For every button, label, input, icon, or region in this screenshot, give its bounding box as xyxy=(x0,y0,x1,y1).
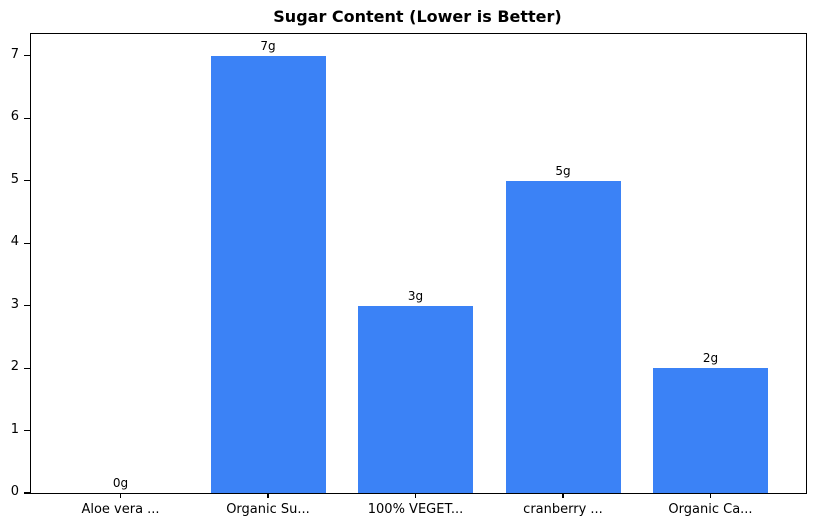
y-axis-tick-mark xyxy=(24,117,31,119)
bar-4 xyxy=(505,180,621,493)
x-axis-tick-mark xyxy=(119,493,122,498)
x-axis-tick-mark xyxy=(709,493,712,498)
y-axis-tick-mark xyxy=(24,55,31,57)
y-axis-tick-label: 5 xyxy=(10,171,19,187)
y-axis-tick-mark xyxy=(24,242,31,244)
x-axis-label: Aloe vera ... xyxy=(81,502,160,517)
bar-value-label: 0g xyxy=(112,476,129,490)
bar-2 xyxy=(210,55,326,493)
bar-value-label: 3g xyxy=(407,288,424,303)
chart-title: Sugar Content (Lower is Better) xyxy=(273,7,562,26)
y-axis-tick-label: 2 xyxy=(10,359,19,375)
x-axis-tick-mark xyxy=(562,493,564,498)
y-axis-tick-label: 4 xyxy=(10,234,19,250)
x-axis-tick-mark xyxy=(414,493,417,498)
x-axis-tick-mark xyxy=(267,493,269,498)
y-axis-tick-label: 3 xyxy=(10,296,19,312)
y-axis-tick-label: 7 xyxy=(10,46,19,62)
y-axis-tick-mark xyxy=(24,305,31,307)
bar-3 xyxy=(358,305,473,493)
bar-5 xyxy=(653,368,768,493)
bar-value-label: 2g xyxy=(702,351,719,366)
y-axis-tick-mark xyxy=(24,180,31,182)
y-axis-tick-mark xyxy=(24,492,31,494)
y-axis-tick-label: 0 xyxy=(10,484,19,499)
y-axis-tick-label: 6 xyxy=(10,109,19,125)
plot-area: 0g Aloe vera ... 7g Organic Su... 3g 100% VEG… xyxy=(24,33,807,517)
y-axis-tick-label: 1 xyxy=(10,421,19,437)
bar-value-label: 7g xyxy=(260,38,276,53)
x-axis-label: cranberry ... xyxy=(523,502,603,517)
y-axis-tick-mark xyxy=(24,367,31,369)
y-axis-tick-mark xyxy=(24,429,31,432)
x-axis-label: Organic Ca... xyxy=(668,502,753,517)
x-axis-label: Organic Su... xyxy=(226,502,310,517)
x-axis-label: 100% VEGET... xyxy=(367,502,464,517)
bar-value-label: 5g xyxy=(555,163,571,178)
